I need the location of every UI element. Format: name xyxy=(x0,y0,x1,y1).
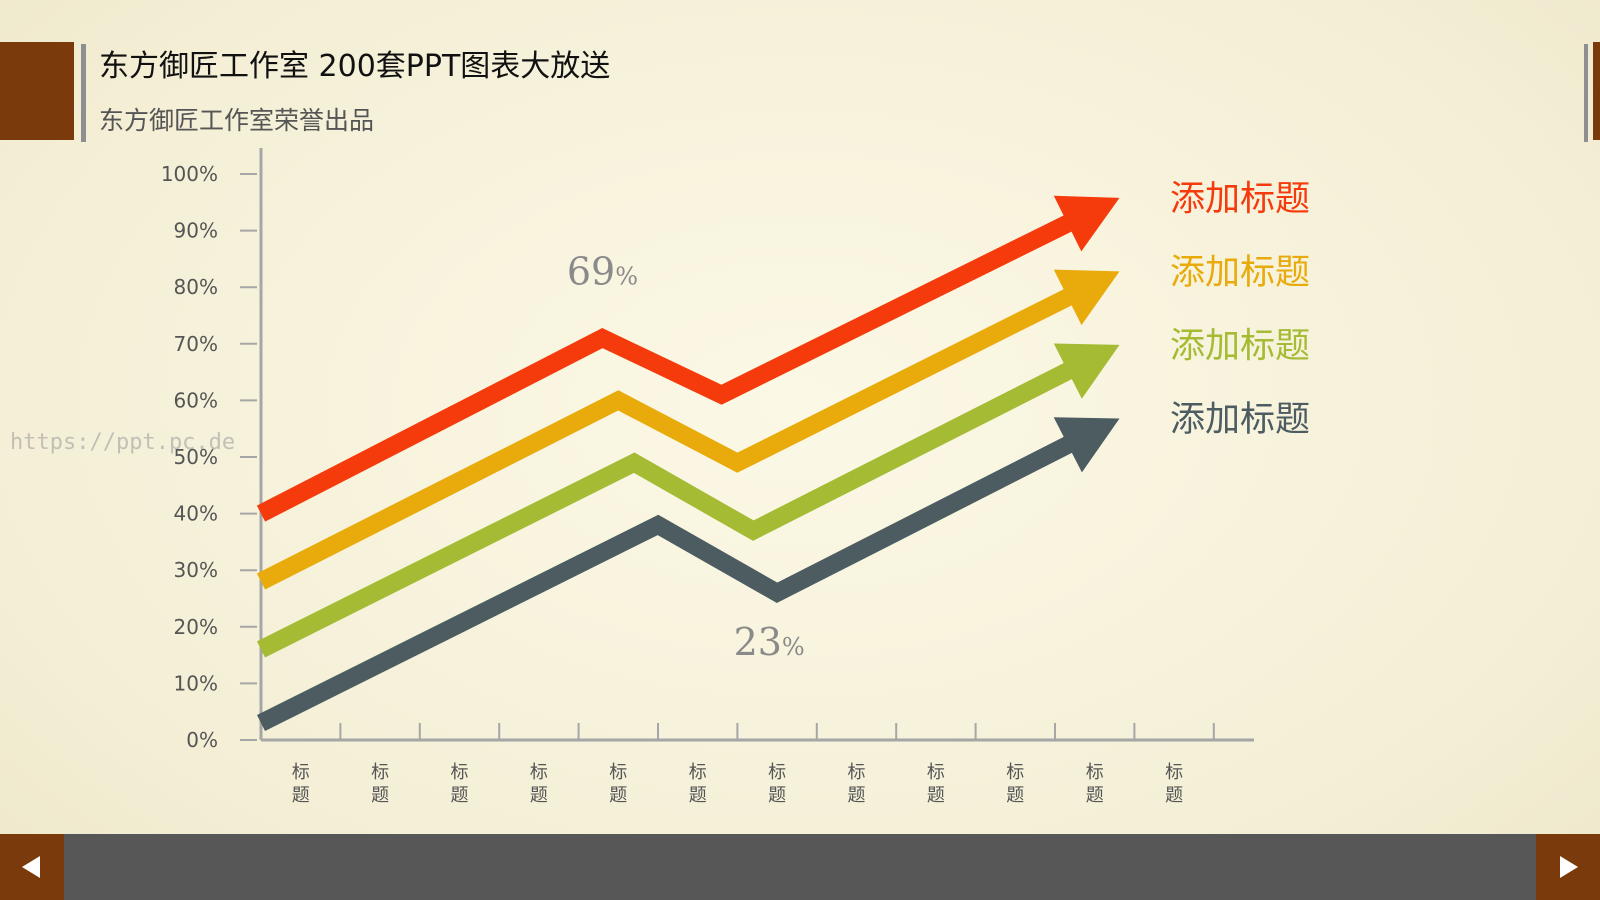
series-arrowhead xyxy=(1053,417,1120,473)
x-tick-label: 标题 xyxy=(1086,762,1104,806)
x-tick-label: 标题 xyxy=(451,762,469,806)
legend-label: 添加标题 xyxy=(1170,179,1310,219)
title-accent-block xyxy=(0,42,74,140)
series-arrowhead xyxy=(1053,195,1120,252)
page-subtitle: 东方御匠工作室荣誉出品 xyxy=(99,106,375,135)
prev-slide-button[interactable] xyxy=(0,834,64,900)
page-title: 东方御匠工作室 200套PPT图表大放送 xyxy=(99,49,611,84)
legend-label: 添加标题 xyxy=(1170,253,1310,293)
y-tick-label: 60% xyxy=(174,388,218,412)
series-line xyxy=(256,286,1078,590)
y-tick-label: 10% xyxy=(174,671,218,695)
x-tick-label: 标题 xyxy=(927,762,945,806)
series-line xyxy=(256,434,1078,732)
x-tick-label: 标题 xyxy=(689,762,707,806)
next-slide-button[interactable] xyxy=(1536,834,1600,900)
watermark-text: https://ppt.pc.de xyxy=(10,430,236,455)
y-tick-label: 80% xyxy=(174,275,218,299)
value-annotation: 69% xyxy=(567,249,638,293)
y-tick-label: 100% xyxy=(161,162,218,186)
x-tick-label: 标题 xyxy=(292,762,310,806)
y-tick-label: 20% xyxy=(174,615,218,639)
y-tick-label: 90% xyxy=(174,219,218,243)
y-tick-label: 40% xyxy=(174,502,218,526)
title-divider-bar xyxy=(81,44,86,142)
triangle-left-icon xyxy=(22,856,40,878)
x-tick-label: 标题 xyxy=(1006,762,1024,806)
legend-label: 添加标题 xyxy=(1170,400,1310,440)
x-tick-label: 标题 xyxy=(1165,762,1183,806)
triangle-right-icon xyxy=(1560,856,1578,878)
x-tick-label: 标题 xyxy=(848,762,866,806)
y-tick-label: 30% xyxy=(174,558,218,582)
right-accent-block xyxy=(1593,42,1600,140)
series-arrowhead xyxy=(1053,343,1120,399)
y-tick-label: 70% xyxy=(174,332,218,356)
legend-label: 添加标题 xyxy=(1170,326,1310,366)
x-tick-label: 标题 xyxy=(530,762,548,806)
series-line xyxy=(256,360,1078,658)
series-line xyxy=(256,212,1077,522)
y-tick-label: 0% xyxy=(186,728,218,752)
right-divider-bar xyxy=(1584,44,1588,142)
series-arrowhead xyxy=(1053,269,1120,326)
value-annotation: 23% xyxy=(734,620,805,664)
x-tick-label: 标题 xyxy=(371,762,389,806)
y-tick-label: 50% xyxy=(174,445,218,469)
footer-bar xyxy=(0,834,1600,900)
x-tick-label: 标题 xyxy=(768,762,786,806)
x-tick-label: 标题 xyxy=(609,762,627,806)
